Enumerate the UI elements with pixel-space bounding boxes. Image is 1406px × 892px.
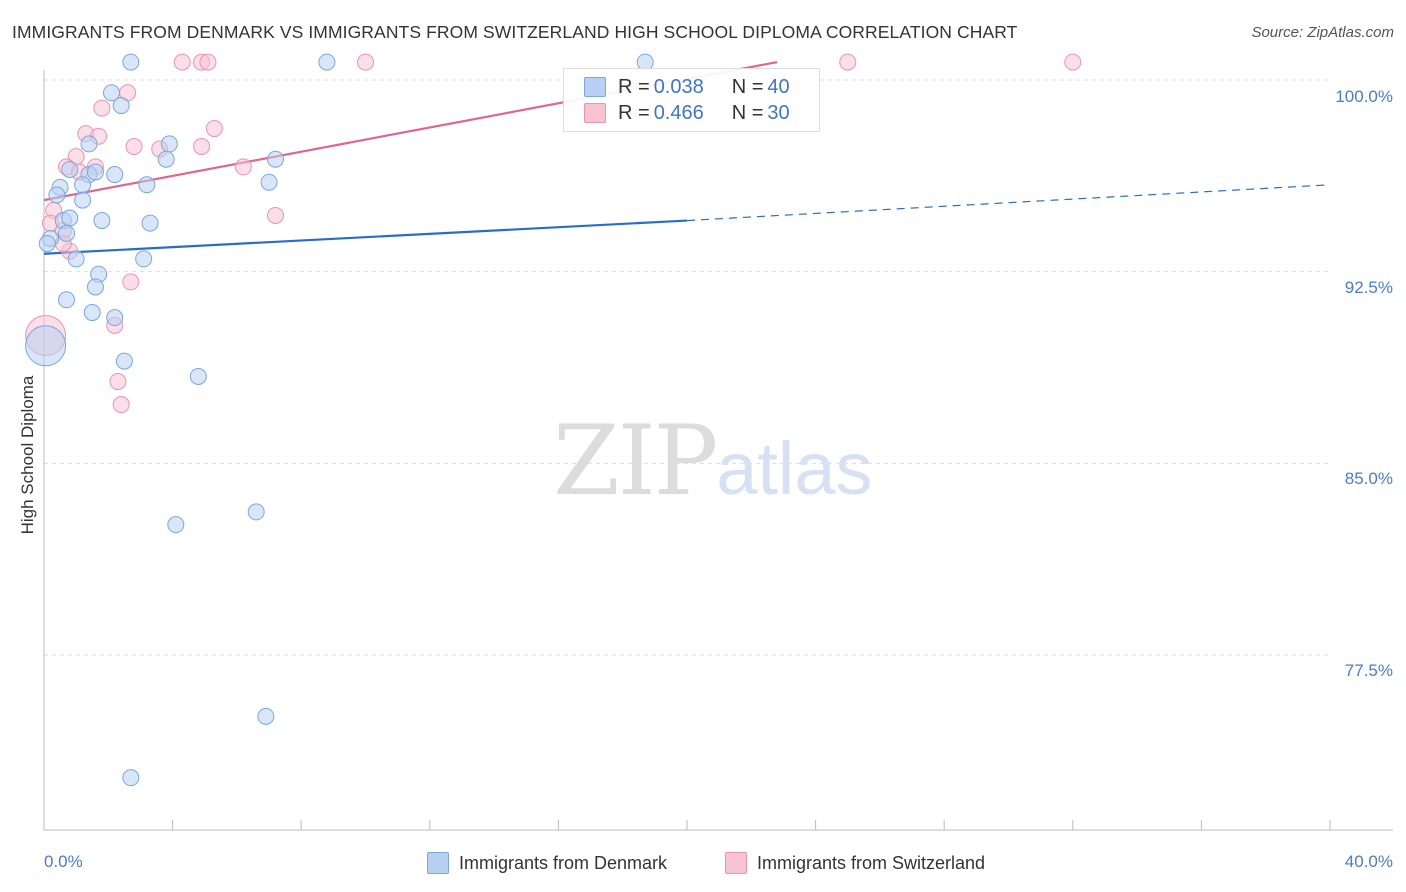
chart-title: IMMIGRANTS FROM DENMARK VS IMMIGRANTS FR… <box>12 22 1018 42</box>
y-tick-label-92-5: 92.5% <box>1344 278 1393 297</box>
denmark-point <box>141 214 159 232</box>
stats-legend-row-switzerland: R = 0.466 N = 30 <box>584 101 790 125</box>
stats-legend: R = 0.038 N = 40 R = 0.466 N = 30 <box>563 68 820 132</box>
denmark-point <box>74 191 92 209</box>
denmark-point <box>86 278 104 296</box>
denmark-point <box>103 84 121 102</box>
switzerland-point <box>266 206 284 224</box>
x-tick-label-max: 40.0% <box>1344 852 1393 871</box>
legend-item-switzerland[interactable]: Immigrants from Switzerland <box>725 852 985 874</box>
switzerland-point <box>234 158 252 176</box>
denmark-point <box>83 304 101 322</box>
denmark-point <box>61 160 79 178</box>
denmark-legend-swatch <box>427 852 449 874</box>
switzerland-point <box>199 53 217 71</box>
denmark-point <box>138 176 156 194</box>
switzerland-point <box>357 53 374 71</box>
denmark-point <box>48 186 66 204</box>
axes <box>43 70 1393 831</box>
switzerland-point <box>1064 53 1082 71</box>
n-label: N = <box>731 75 764 98</box>
switzerland-point <box>839 53 857 71</box>
denmark-point <box>38 235 56 253</box>
denmark-point <box>167 516 185 534</box>
r-value: 0.038 <box>653 75 704 98</box>
denmark-point <box>58 224 76 242</box>
switzerland-point <box>112 396 130 414</box>
legend-item-denmark[interactable]: Immigrants from Denmark <box>427 852 667 874</box>
switzerland-point <box>125 137 143 155</box>
y-tick-label-100: 100.0% <box>1335 87 1393 106</box>
r-label: R = <box>618 101 650 124</box>
denmark-point <box>93 212 111 230</box>
denmark-point <box>58 291 76 309</box>
y-tick-label-85: 85.0% <box>1344 469 1393 488</box>
denmark-points <box>25 53 654 787</box>
switzerland-point <box>109 373 127 391</box>
switzerland-point <box>173 53 191 71</box>
switzerland-point <box>122 273 140 291</box>
switzerland-point <box>205 120 223 138</box>
y-tick-label-77-5: 77.5% <box>1344 661 1393 680</box>
denmark-point <box>135 250 153 268</box>
stats-legend-row-denmark: R = 0.038 N = 40 <box>584 75 790 99</box>
switzerland-points <box>25 53 1082 414</box>
switzerland-legend-swatch <box>725 852 747 874</box>
n-value: 40 <box>767 75 790 98</box>
denmark-point <box>160 135 178 153</box>
denmark-trend-line <box>43 219 688 255</box>
denmark-swatch <box>584 77 606 97</box>
denmark-point <box>157 150 175 168</box>
denmark-trend-extension <box>686 184 1331 222</box>
denmark-point <box>247 503 265 521</box>
denmark-point <box>86 163 104 181</box>
denmark-point <box>122 53 140 71</box>
r-label: R = <box>618 75 650 98</box>
denmark-point <box>67 250 85 268</box>
y-axis-label: High School Diploma <box>18 375 37 535</box>
denmark-point <box>122 769 140 787</box>
denmark-point <box>266 150 284 168</box>
denmark-point <box>106 309 124 327</box>
x-tick-label-min: 0.0% <box>44 852 83 871</box>
switzerland-point <box>193 137 211 155</box>
n-label: N = <box>731 101 764 124</box>
denmark-point <box>189 367 207 385</box>
denmark-point <box>115 352 133 370</box>
denmark-point <box>106 166 124 184</box>
denmark-point <box>61 209 79 227</box>
r-value: 0.466 <box>653 101 704 124</box>
denmark-point <box>25 325 67 367</box>
denmark-point <box>112 97 130 115</box>
legend-label-switzerland: Immigrants from Switzerland <box>757 852 986 873</box>
watermark-atlas: atlas <box>716 427 873 510</box>
denmark-point <box>80 135 98 153</box>
denmark-point <box>318 53 336 71</box>
denmark-point <box>74 176 92 194</box>
source-label: Source: ZipAtlas.com <box>1251 24 1394 41</box>
switzerland-swatch <box>584 103 606 123</box>
denmark-point <box>257 707 275 725</box>
denmark-point <box>260 173 278 191</box>
watermark: ZIPatlas <box>553 405 873 517</box>
switzerland-point <box>93 99 111 117</box>
legend-label-denmark: Immigrants from Denmark <box>459 852 668 873</box>
watermark-zip: ZIP <box>553 405 718 517</box>
n-value: 30 <box>767 101 790 124</box>
